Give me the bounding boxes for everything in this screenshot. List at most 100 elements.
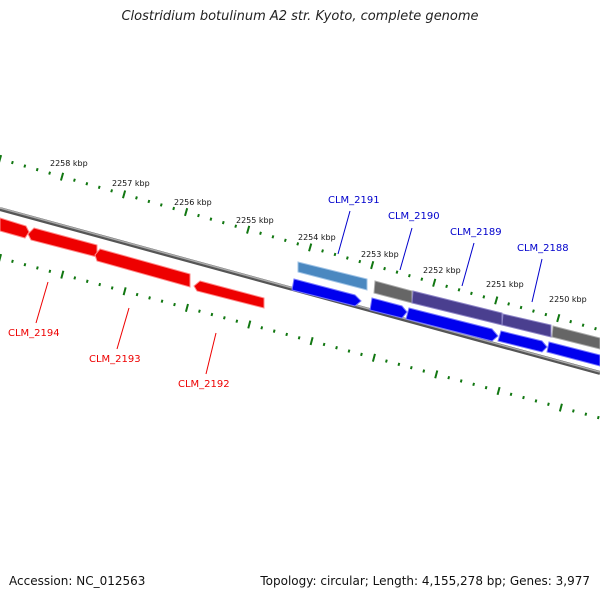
gene-feature[interactable]: [193, 280, 265, 309]
minor-tick: [321, 249, 324, 253]
gene-feature[interactable]: [405, 307, 499, 342]
minor-tick: [260, 326, 264, 330]
tick-label: 2253 kbp: [361, 250, 399, 259]
forward-strand-genes: [291, 261, 600, 367]
gene-feature[interactable]: [551, 325, 600, 350]
major-tick: [309, 336, 314, 346]
major-tick: [60, 270, 65, 279]
gene-label-clm-2190[interactable]: CLM_2190: [388, 211, 440, 222]
minor-tick: [383, 266, 386, 271]
gene-label-clm-2191[interactable]: CLM_2191: [328, 195, 380, 206]
major-tick: [432, 278, 437, 287]
minor-tick: [482, 295, 486, 299]
tick-label: 2252 kbp: [423, 266, 461, 275]
tick-label: 2255 kbp: [236, 216, 274, 225]
gene-feature[interactable]: [291, 278, 362, 307]
inner-scale-track: [0, 253, 600, 420]
tick-label: 2257 kbp: [112, 179, 150, 188]
minor-tick: [296, 242, 300, 246]
minor-tick: [447, 375, 451, 380]
major-tick: [494, 296, 499, 305]
minor-tick: [209, 217, 213, 221]
minor-tick: [259, 231, 262, 235]
gene-feature[interactable]: [94, 248, 191, 288]
reverse-strand-genes: [0, 217, 265, 309]
gene-label-clm-2189[interactable]: CLM_2189: [450, 227, 502, 238]
minor-tick: [347, 349, 351, 353]
minor-tick: [484, 385, 488, 390]
minor-tick: [397, 362, 401, 367]
minor-tick: [457, 288, 461, 292]
minor-tick: [285, 332, 289, 337]
major-tick: [184, 207, 189, 217]
major-tick: [371, 353, 376, 362]
minor-tick: [223, 316, 226, 320]
gene-feature[interactable]: [501, 313, 552, 338]
minor-tick: [173, 302, 176, 307]
minor-tick: [283, 238, 287, 243]
gene-label-clm-2192[interactable]: CLM_2192: [178, 379, 230, 390]
minor-tick: [594, 326, 597, 331]
minor-tick: [360, 352, 363, 357]
scale-tick-labels: 2258 kbp 2257 kbp 2256 kbp 2255 kbp 2254…: [50, 159, 587, 304]
minor-tick: [234, 224, 238, 228]
minor-tick: [335, 346, 338, 350]
major-tick: [246, 225, 251, 234]
minor-tick: [159, 203, 163, 207]
minor-tick: [422, 369, 426, 373]
minor-tick: [358, 259, 362, 264]
minor-tick: [544, 312, 548, 317]
minor-tick: [235, 319, 239, 323]
gene-feature[interactable]: [369, 297, 408, 319]
major-tick: [59, 172, 65, 181]
minor-tick: [85, 182, 89, 186]
minor-tick: [297, 336, 301, 340]
gene-label-clm-2194[interactable]: CLM_2194: [8, 328, 60, 339]
minor-tick: [73, 276, 77, 280]
major-tick: [434, 370, 439, 379]
minor-tick: [23, 262, 27, 267]
gene-label-clm-2188[interactable]: CLM_2188: [517, 243, 569, 254]
minor-tick: [534, 399, 538, 403]
minor-tick: [584, 412, 588, 416]
minor-tick: [519, 305, 523, 310]
minor-tick: [160, 299, 164, 303]
gene-feature[interactable]: [0, 217, 30, 239]
genome-summary-text: Topology: circular; Length: 4,155,278 bp…: [260, 574, 590, 588]
tick-label: 2256 kbp: [174, 198, 212, 207]
gene-feature[interactable]: [497, 330, 548, 353]
accession-text: Accession: NC_012563: [9, 574, 146, 588]
minor-tick: [507, 302, 511, 306]
gene-label-clm-2193[interactable]: CLM_2193: [89, 354, 141, 365]
gene-feature[interactable]: [546, 341, 600, 367]
gene-labels: CLM_2194 CLM_2193 CLM_2192 CLM_2191 CLM_…: [8, 195, 569, 390]
map-title: Clostridium botulinum A2 str. Kyoto, com…: [121, 9, 479, 24]
minor-tick: [11, 160, 14, 165]
minor-tick: [11, 259, 14, 264]
minor-tick: [48, 269, 52, 274]
minor-tick: [572, 409, 575, 413]
tick-label: 2258 kbp: [50, 159, 88, 168]
major-tick: [247, 320, 252, 329]
tick-label: 2250 kbp: [549, 295, 587, 304]
minor-tick: [221, 220, 225, 225]
minor-tick: [445, 284, 448, 289]
minor-tick: [172, 206, 176, 211]
major-tick: [496, 386, 501, 396]
minor-tick: [36, 266, 39, 270]
gene-feature[interactable]: [27, 227, 98, 258]
minor-tick: [420, 277, 424, 281]
minor-tick: [532, 309, 535, 313]
minor-tick: [135, 292, 139, 297]
minor-tick: [198, 309, 201, 313]
minor-tick: [322, 342, 326, 347]
minor-tick: [472, 382, 476, 387]
minor-tick: [522, 395, 525, 400]
gene-feature[interactable]: [297, 261, 368, 291]
minor-tick: [271, 235, 275, 239]
minor-tick: [85, 279, 89, 283]
gene-label-leaders: [35, 210, 543, 375]
major-tick: [0, 253, 2, 262]
major-tick: [0, 154, 3, 163]
